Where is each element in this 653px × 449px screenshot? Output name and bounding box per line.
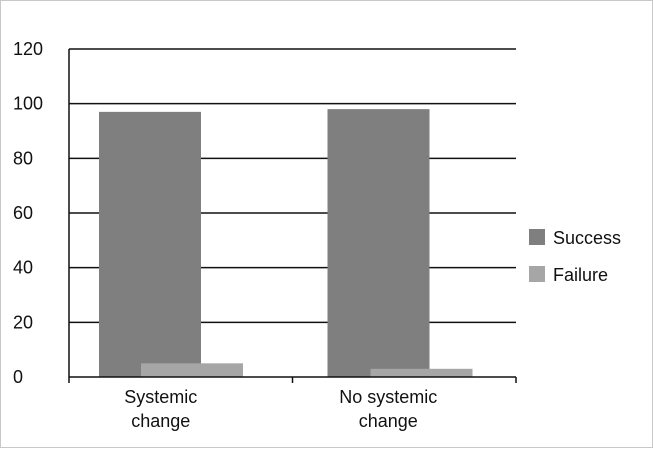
bars <box>99 109 473 377</box>
legend: Success Failure <box>529 228 621 285</box>
x-category-label: No systemic <box>339 387 437 407</box>
y-tick-label: 80 <box>13 148 33 168</box>
bar-success-0 <box>99 111 201 377</box>
y-tick-label: 20 <box>13 312 33 332</box>
legend-label-failure: Failure <box>553 265 608 285</box>
x-category-label: change <box>359 411 418 431</box>
x-category-label: Systemic <box>124 387 197 407</box>
y-tick-labels: 0 20 40 60 80 100 120 <box>13 39 43 387</box>
bar-failure-1 <box>370 368 473 377</box>
x-category-labels: Systemic change No systemic change <box>124 387 437 431</box>
bar-success-1 <box>327 109 430 377</box>
y-tick-label: 40 <box>13 258 33 278</box>
y-tick-label: 60 <box>13 203 33 223</box>
axes <box>68 49 517 383</box>
legend-label-success: Success <box>553 228 621 248</box>
legend-swatch-failure <box>529 266 545 282</box>
bar-failure-0 <box>141 363 243 377</box>
y-tick-label: 120 <box>13 39 43 59</box>
legend-swatch-success <box>529 229 545 245</box>
y-tick-label: 100 <box>13 94 43 114</box>
x-category-label: change <box>131 411 190 431</box>
y-tick-label: 0 <box>13 367 23 387</box>
